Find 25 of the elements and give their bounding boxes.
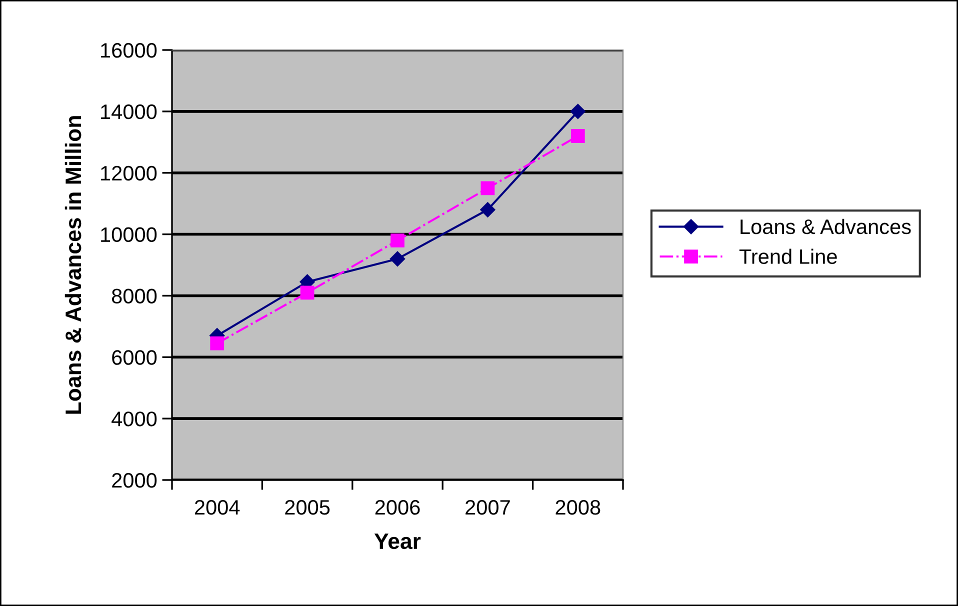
x-tick-label: 2007 bbox=[466, 500, 510, 515]
point bbox=[480, 181, 495, 196]
y-tick-label: 16000 bbox=[101, 43, 157, 58]
y-tick-label: 2000 bbox=[112, 473, 157, 488]
legend-label: Trend Line bbox=[739, 248, 837, 264]
x-tick-label: 2008 bbox=[556, 500, 600, 515]
y-tick-label: 14000 bbox=[101, 104, 157, 120]
point bbox=[390, 233, 404, 248]
point bbox=[300, 286, 314, 300]
point bbox=[390, 251, 406, 266]
y-tick-label: 12000 bbox=[101, 166, 157, 181]
y-tick-label: 4000 bbox=[112, 412, 157, 426]
y-tick-label: 8000 bbox=[112, 288, 157, 304]
point bbox=[570, 104, 586, 119]
x-tick-label: 2005 bbox=[285, 500, 330, 515]
y-axis-title: Loans & Advances in Million bbox=[64, 116, 82, 414]
point bbox=[210, 336, 224, 350]
y-tick-label: 6000 bbox=[112, 350, 157, 365]
x-tick-label: 2004 bbox=[194, 500, 240, 515]
point bbox=[570, 129, 585, 143]
y-tick-label: 10000 bbox=[101, 227, 157, 242]
x-axis-title: Year bbox=[374, 534, 421, 550]
legend-label: Loans & Advances bbox=[740, 218, 911, 234]
x-tick-label: 2006 bbox=[375, 500, 420, 515]
point bbox=[480, 202, 496, 218]
